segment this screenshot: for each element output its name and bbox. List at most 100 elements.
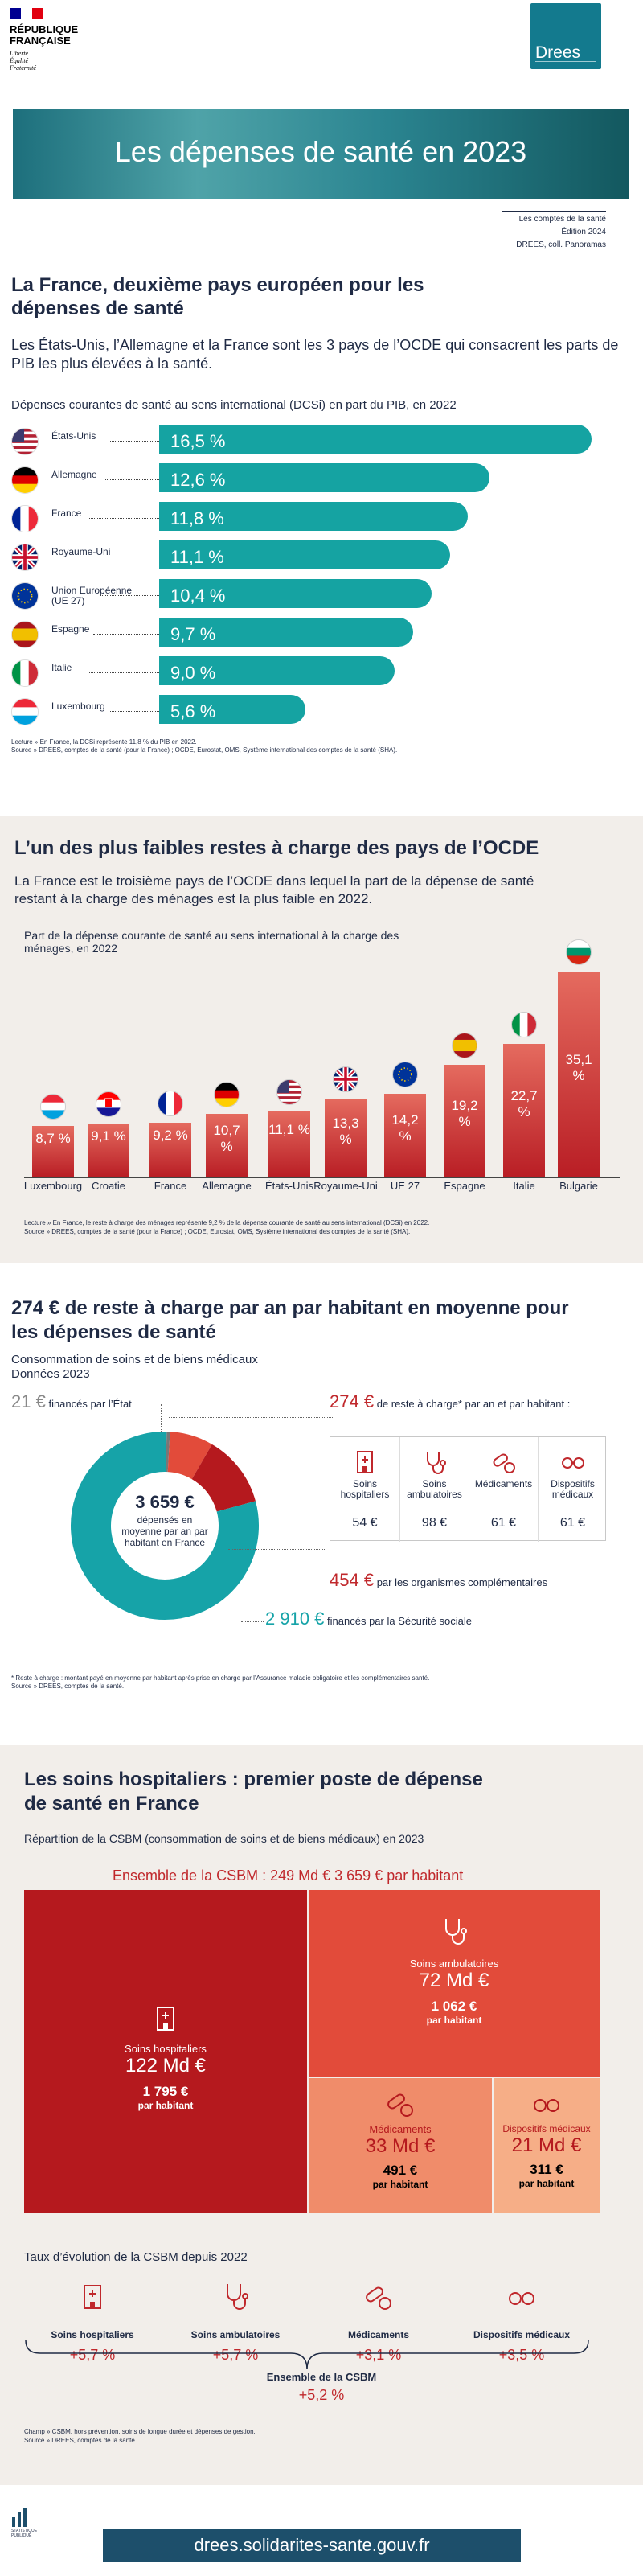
page-footer: STATISTIQUE PUBLIQUE drees.solidarites-s… — [0, 2493, 643, 2576]
bar-value-label: 11,1 % — [170, 547, 224, 567]
bar-value-label: 9,7 % — [170, 624, 216, 644]
stethoscope-icon — [427, 1452, 446, 1474]
flag-icon — [11, 582, 39, 610]
column-value-label: 9,2 % — [153, 1128, 188, 1144]
column-value-label: 11,1 % — [268, 1121, 310, 1137]
etat-share: 21 € financés par l’État — [11, 1391, 132, 1411]
bar: 5,6 % — [159, 695, 306, 724]
flag-icon — [11, 698, 39, 725]
financement-donut-chart — [71, 1432, 259, 1620]
column-value-label: 8,7 % — [35, 1130, 71, 1146]
column: 35,1 % — [558, 972, 600, 1177]
chart-subtitle: Consommation de soins et de biens médica… — [11, 1353, 258, 1381]
column-category-label: Croatie — [92, 1180, 125, 1192]
bar-category-label: Union Européenne (UE 27) — [51, 585, 133, 606]
flag-icon — [333, 1066, 358, 1093]
stat-bars-icon — [12, 2508, 27, 2527]
bar: 9,7 % — [159, 618, 414, 647]
evolution-title: Taux d’évolution de la CSBM depuis 2022 — [24, 2250, 248, 2264]
bar-value-label: 11,8 % — [170, 508, 224, 528]
column: 9,2 % — [149, 1123, 191, 1177]
bar: 9,0 % — [159, 656, 395, 685]
brace — [25, 2340, 589, 2370]
chart-baseline — [24, 1177, 620, 1178]
bar-row: États-Unis 16,5 % — [11, 423, 638, 455]
bar-value-label: 9,0 % — [170, 663, 216, 683]
securite-sociale-share: 2 910 € financés par la Sécurité sociale — [265, 1608, 472, 1629]
donut-slice — [71, 1432, 259, 1620]
flag-icon — [11, 505, 39, 532]
flag-icon — [11, 621, 39, 648]
flag-icon — [511, 1012, 537, 1038]
column-value-label: 13,3 % — [332, 1115, 359, 1147]
flag-icon — [392, 1061, 418, 1087]
glasses-icon — [534, 2099, 559, 2112]
section-financement: 274 € de reste à charge par an par habit… — [0, 1287, 643, 1721]
column-value-label: 22,7 % — [510, 1087, 538, 1120]
reste-a-charge-categories: Soins hospitaliers 54 € Soins ambulatoir… — [330, 1436, 607, 1542]
flag-icon — [11, 544, 39, 571]
column: 19,2 % — [444, 1064, 485, 1177]
column-value-label: 14,2 % — [391, 1112, 419, 1144]
bar-category-label: Royaume-Uni — [51, 546, 111, 557]
site-url-link[interactable]: drees.solidarites-sante.gouv.fr — [103, 2529, 521, 2562]
section-dcsi: La France, deuxième pays européen pour l… — [0, 265, 643, 764]
cat-dispositifs-medicaux: Dispositifs médicaux 61 € — [538, 1437, 607, 1542]
glasses-icon — [562, 1457, 584, 1469]
column-value-label: 10,7 % — [213, 1123, 240, 1155]
column-category-label: Luxembourg — [23, 1180, 83, 1192]
bar-value-label: 16,5 % — [170, 431, 226, 451]
statistique-publique-logo: STATISTIQUE PUBLIQUE — [11, 2508, 37, 2538]
section-lead: Les États-Unis, l’Allemagne et la France… — [11, 337, 619, 372]
bar: 12,6 % — [159, 463, 489, 492]
donut-slice — [166, 1432, 212, 1480]
ensemble-value: +5,2 % — [298, 2387, 345, 2403]
tile-dispositifs-medicaux: Dispositifs médicaux 21 Md € 311 € par h… — [494, 2078, 600, 2213]
column: 8,7 % — [32, 1125, 74, 1177]
column-category-label: Italie — [513, 1180, 535, 1192]
bar-row: Luxembourg 5,6 % — [11, 693, 638, 725]
glasses-icon — [509, 2292, 534, 2305]
column-value-label: 9,1 % — [91, 1128, 126, 1144]
pills-icon — [366, 2286, 391, 2310]
flag-icon — [214, 1082, 240, 1108]
bar-row: Italie 9,0 % — [11, 655, 638, 687]
bar-row: Espagne 9,7 % — [11, 616, 638, 648]
section-title: L’un des plus faibles restes à charge de… — [14, 837, 539, 859]
bar-category-label: Espagne — [51, 623, 90, 635]
pills-icon — [387, 2093, 413, 2117]
reste-a-charge-share: 274 € de reste à charge* par an et par h… — [330, 1391, 571, 1411]
organismes-complementaires-share: 454 € par les organismes complémentaires — [330, 1570, 548, 1590]
section-title: Les soins hospitaliers : premier poste d… — [24, 1769, 483, 1814]
bar: 10,4 % — [159, 579, 432, 608]
rf-motto: Liberté Égalité Fraternité — [10, 50, 36, 72]
column: 10,7 % — [206, 1114, 248, 1177]
bar-value-label: 10,4 % — [170, 585, 226, 606]
donut-center: 3 659 € dépensés en moyenne par an par h… — [121, 1492, 208, 1548]
flag-icon — [276, 1079, 302, 1106]
column-category-label: Royaume-Uni — [313, 1180, 378, 1192]
cat-medicaments: Médicaments 61 € — [469, 1437, 538, 1542]
page-header: RÉPUBLIQUE FRANÇAISE Liberté Égalité Frate… — [0, 0, 643, 105]
stethoscope-icon — [227, 2284, 248, 2310]
pills-icon — [493, 1453, 515, 1473]
flag-icon — [96, 1091, 121, 1117]
cat-soins-hospitaliers: Soins hospitaliers 54 € — [330, 1437, 399, 1542]
flag-icon — [566, 939, 592, 965]
bar-row: France 11,8 % — [11, 500, 638, 532]
chart-title: Répartition de la CSBM (consommation de … — [24, 1832, 424, 1845]
stethoscope-icon — [445, 1919, 467, 1945]
column: 13,3 % — [325, 1099, 367, 1177]
csbm-total: Ensemble de la CSBM : 249 Md € 3 659 € p… — [113, 1867, 464, 1884]
column-category-label: UE 27 — [390, 1180, 420, 1192]
tile-medicaments: Médicaments 33 Md € 491 € par habitant — [309, 2078, 492, 2213]
column-value-label: 35,1 % — [565, 1051, 592, 1083]
section-csbm: Les soins hospitaliers : premier poste d… — [0, 1745, 643, 2485]
hospital-icon — [157, 2007, 174, 2031]
section-reste-a-charge: L’un des plus faibles restes à charge de… — [0, 816, 643, 1263]
column-category-label: États-Unis — [265, 1180, 313, 1192]
tile-soins-ambulatoires: Soins ambulatoires 72 Md € 1 062 € par h… — [309, 1890, 600, 2077]
section-title: La France, deuxième pays européen pour l… — [11, 274, 424, 319]
section-title: 274 € de reste à charge par an par habit… — [11, 1297, 569, 1343]
bar: 16,5 % — [159, 425, 592, 454]
